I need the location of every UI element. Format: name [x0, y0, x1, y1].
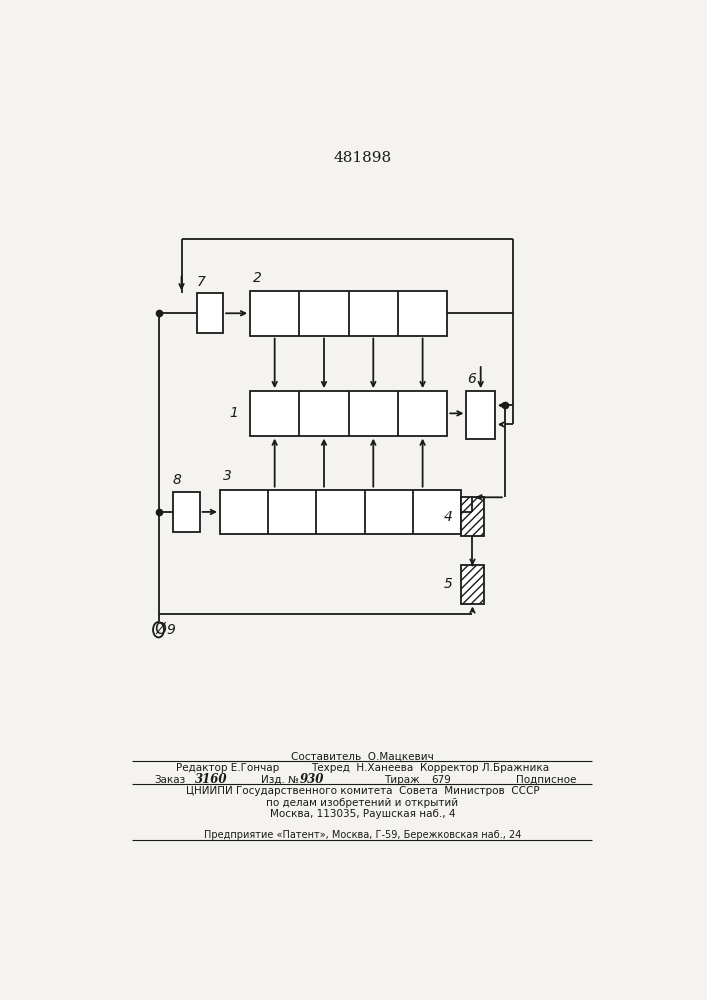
Text: по делам изобретений и открытий: по делам изобретений и открытий [267, 798, 458, 808]
Text: 3160: 3160 [195, 773, 228, 786]
Text: Ø: Ø [154, 621, 166, 636]
Text: Изд. №: Изд. № [261, 775, 299, 785]
Text: ЦНИИПИ Государственного комитета  Совета  Министров  СССР: ЦНИИПИ Государственного комитета Совета … [185, 786, 539, 796]
Text: 7: 7 [197, 275, 205, 289]
Bar [220, 490, 461, 534]
Text: 2: 2 [253, 271, 262, 285]
Text: Тираж: Тираж [385, 775, 420, 785]
Text: Редактор Е.Гончар: Редактор Е.Гончар [176, 763, 279, 773]
Text: 930: 930 [299, 773, 324, 786]
Text: Заказ: Заказ [154, 775, 185, 785]
Text: Предприятие «Патент», Москва, Г-59, Бережковская наб., 24: Предприятие «Патент», Москва, Г-59, Бере… [204, 830, 521, 840]
Text: Техред  Н.Ханеева: Техред Н.Ханеева [311, 763, 414, 773]
Bar [173, 492, 199, 532]
Text: 6: 6 [467, 372, 476, 386]
Text: 481898: 481898 [333, 151, 392, 165]
Text: 1: 1 [229, 406, 238, 420]
Text: Подписное: Подписное [516, 775, 576, 785]
Text: Составитель  О.Мацкевич: Составитель О.Мацкевич [291, 752, 433, 762]
Bar [461, 565, 484, 604]
Bar [467, 391, 495, 439]
Bar [461, 497, 484, 536]
Text: 8: 8 [173, 473, 182, 487]
Text: 4: 4 [444, 510, 452, 524]
Bar [250, 391, 448, 436]
Text: 5: 5 [444, 577, 452, 591]
Text: Москва, 113035, Раушская наб., 4: Москва, 113035, Раушская наб., 4 [269, 809, 455, 819]
Bar [250, 291, 448, 336]
Bar [197, 293, 223, 333]
Text: Корректор Л.Бражника: Корректор Л.Бражника [419, 763, 549, 773]
Text: 3: 3 [223, 469, 231, 483]
Text: 679: 679 [431, 775, 450, 785]
Text: 9: 9 [167, 623, 175, 637]
